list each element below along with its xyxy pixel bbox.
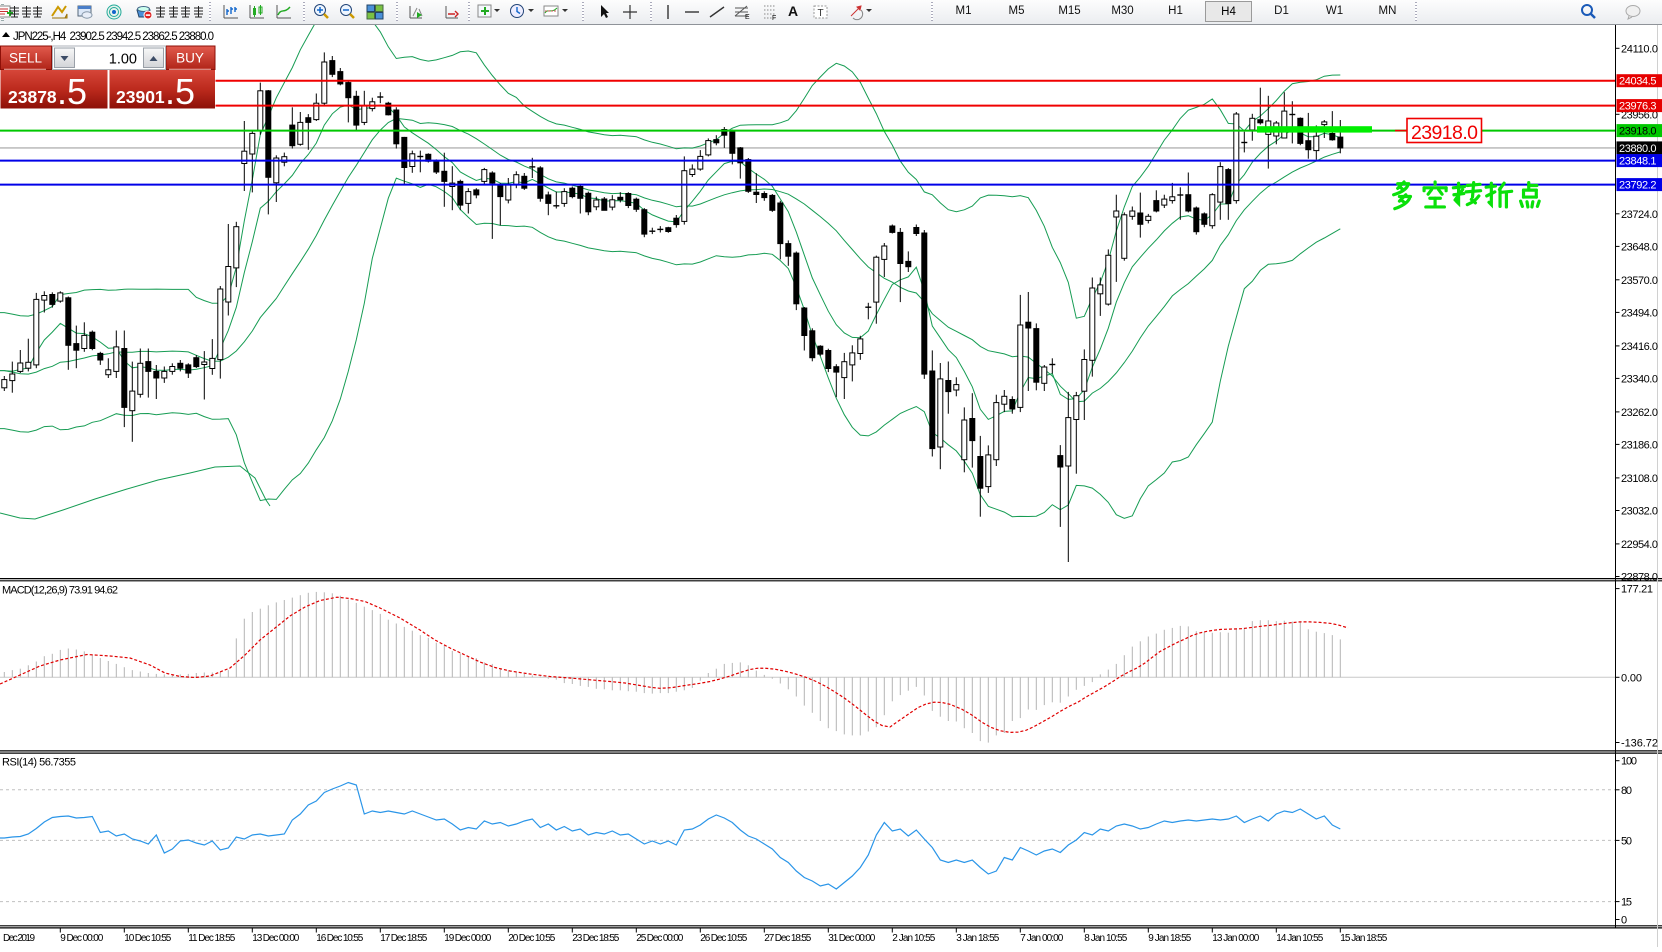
svg-text:Dec 2019: Dec 2019 [3, 933, 35, 944]
svg-text:23 Dec 18:55: 23 Dec 18:55 [572, 933, 619, 944]
svg-text:31 Dec 00:00: 31 Dec 00:00 [828, 933, 875, 944]
svg-text:7 Jan 00:00: 7 Jan 00:00 [1020, 933, 1063, 944]
svg-text:19 Dec 00:00: 19 Dec 00:00 [444, 933, 491, 944]
svg-text:27 Dec 18:55: 27 Dec 18:55 [764, 933, 811, 944]
svg-text:RSI(14) 56.7355: RSI(14) 56.7355 [2, 757, 76, 769]
svg-text:50: 50 [1621, 835, 1632, 847]
svg-text:2 Jan 10:55: 2 Jan 10:55 [892, 933, 935, 944]
svg-text:23918.0: 23918.0 [1619, 126, 1657, 138]
svg-text:13 Jan 00:00: 13 Jan 00:00 [1212, 933, 1259, 944]
svg-text:9 Jan 18:55: 9 Jan 18:55 [1148, 933, 1191, 944]
svg-text:23848.1: 23848.1 [1619, 156, 1657, 168]
svg-text:23262.0: 23262.0 [1621, 407, 1658, 419]
svg-text:26 Dec 10:55: 26 Dec 10:55 [700, 933, 747, 944]
svg-text:8 Jan 10:55: 8 Jan 10:55 [1084, 933, 1127, 944]
svg-text:23416.0: 23416.0 [1621, 341, 1658, 353]
svg-text:23032.0: 23032.0 [1621, 506, 1658, 518]
svg-text:23880.0: 23880.0 [1619, 143, 1657, 155]
svg-text:MACD(12,26,9) 73.91 94.62: MACD(12,26,9) 73.91 94.62 [2, 585, 118, 597]
svg-text:20 Dec 10:55: 20 Dec 10:55 [508, 933, 555, 944]
svg-text:15 Jan 18:55: 15 Jan 18:55 [1340, 933, 1387, 944]
svg-text:23792.2: 23792.2 [1619, 180, 1657, 192]
svg-text:10 Dec 10:55: 10 Dec 10:55 [124, 933, 171, 944]
svg-text:17 Dec 18:55: 17 Dec 18:55 [380, 933, 427, 944]
svg-text:.5: .5 [57, 71, 87, 112]
svg-text:23901: 23901 [116, 87, 165, 107]
svg-text:23108.0: 23108.0 [1621, 473, 1658, 485]
svg-text:16 Dec 10:55: 16 Dec 10:55 [316, 933, 363, 944]
svg-text:23878: 23878 [8, 87, 57, 107]
svg-text:23494.0: 23494.0 [1621, 307, 1658, 319]
svg-text:100: 100 [1621, 756, 1637, 768]
svg-text:25 Dec 00:00: 25 Dec 00:00 [636, 933, 683, 944]
svg-text:80: 80 [1621, 785, 1632, 797]
svg-text:23648.0: 23648.0 [1621, 241, 1658, 253]
svg-text:24110.0: 24110.0 [1621, 43, 1658, 55]
svg-text:13 Dec 00:00: 13 Dec 00:00 [252, 933, 299, 944]
svg-text:14 Jan 10:55: 14 Jan 10:55 [1276, 933, 1323, 944]
svg-text:JPN225-,H4 23902.5 23942.5 23: JPN225-,H4 23902.5 23942.5 23862.5 23880… [13, 31, 214, 43]
svg-text:23724.0: 23724.0 [1621, 209, 1658, 221]
svg-text:15: 15 [1621, 897, 1632, 909]
svg-text:BUY: BUY [176, 51, 204, 66]
svg-text:22878.0: 22878.0 [1621, 572, 1658, 584]
svg-text:SELL: SELL [9, 51, 43, 66]
svg-text:23570.0: 23570.0 [1621, 275, 1658, 287]
svg-text:23918.0: 23918.0 [1411, 122, 1478, 144]
svg-text:22954.0: 22954.0 [1621, 539, 1658, 551]
svg-text:0: 0 [1621, 915, 1627, 927]
svg-text:23976.3: 23976.3 [1619, 101, 1657, 113]
svg-text:0.00: 0.00 [1621, 672, 1642, 684]
svg-text:23340.0: 23340.0 [1621, 373, 1658, 385]
svg-text:23186.0: 23186.0 [1621, 439, 1658, 451]
svg-text:177.21: 177.21 [1621, 584, 1653, 596]
svg-text:11 Dec 18:55: 11 Dec 18:55 [188, 933, 235, 944]
svg-text:1.00: 1.00 [109, 52, 137, 68]
svg-text:3 Jan 18:55: 3 Jan 18:55 [956, 933, 999, 944]
svg-text:.5: .5 [165, 71, 195, 112]
svg-text:-136.72: -136.72 [1621, 738, 1658, 750]
svg-text:9 Dec 00:00: 9 Dec 00:00 [60, 933, 103, 944]
svg-text:24034.5: 24034.5 [1619, 76, 1657, 88]
